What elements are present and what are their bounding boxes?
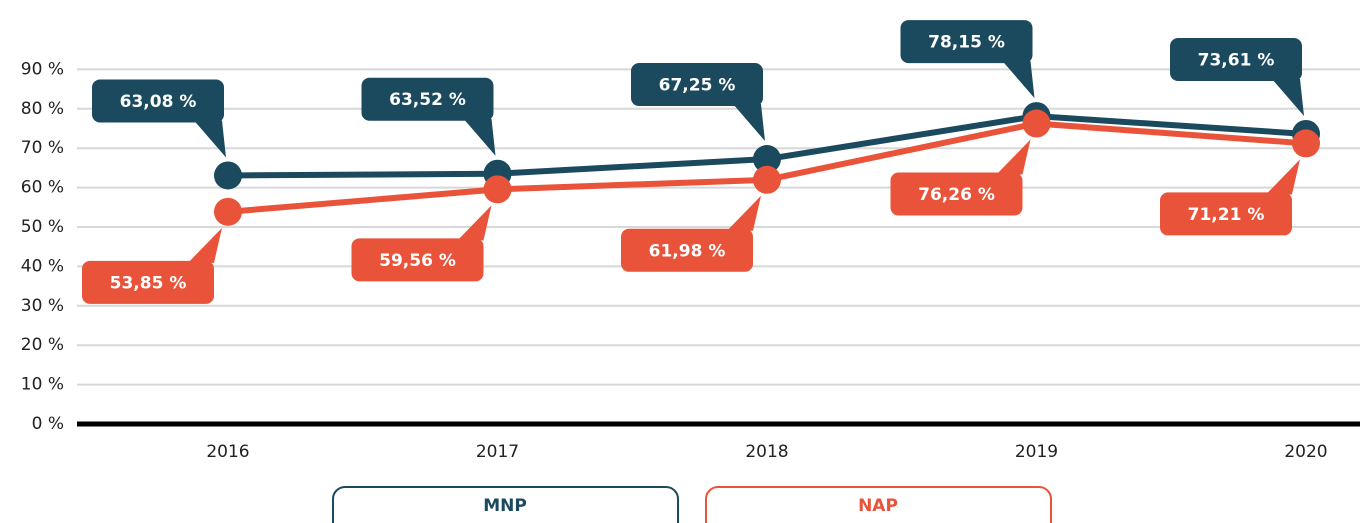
data-label: 63,52 %: [389, 90, 466, 110]
data-point: [753, 145, 781, 174]
data-label: 63,08 %: [120, 92, 197, 112]
data-label: 53,85 %: [110, 273, 187, 293]
callout: 76,26 %: [890, 139, 1031, 216]
y-tick-label: 30 %: [21, 296, 64, 316]
callout: 63,52 %: [361, 77, 496, 156]
callout-tail: [188, 227, 222, 263]
callout-box: [92, 79, 224, 123]
callout-tail: [996, 139, 1031, 175]
data-label: 76,26 %: [918, 185, 995, 205]
callout-box: [1170, 37, 1302, 81]
callout-tail: [194, 120, 226, 158]
callout-tail: [463, 118, 496, 156]
data-label: 59,56 %: [379, 251, 456, 271]
callout-box: [890, 172, 1023, 216]
callout-box: [621, 228, 753, 272]
data-point: [753, 165, 781, 194]
y-tick-label: 20 %: [21, 335, 64, 355]
y-tick-label: 0 %: [32, 414, 64, 434]
x-tick-label: 2016: [206, 442, 249, 462]
y-tick-label: 10 %: [21, 375, 64, 395]
y-tick-label: 80 %: [21, 99, 64, 119]
callout-box: [82, 260, 214, 304]
callout: 67,25 %: [631, 63, 765, 142]
callout-box: [631, 63, 763, 107]
legend-label: MNP: [483, 496, 527, 516]
x-tick-label: 2018: [745, 442, 788, 462]
data-label: 61,98 %: [649, 241, 726, 261]
legend-box: [332, 486, 679, 523]
callout-tail: [733, 104, 765, 142]
callout-box: [361, 77, 494, 121]
callout: 53,85 %: [82, 227, 222, 304]
data-label: 71,21 %: [1188, 205, 1265, 225]
y-tick-label: 70 %: [21, 138, 64, 158]
data-point: [1292, 129, 1320, 158]
callout-tail: [1266, 159, 1300, 195]
y-tick-label: 60 %: [21, 178, 64, 198]
callout: 71,21 %: [1160, 159, 1300, 236]
data-label: 73,61 %: [1198, 50, 1275, 70]
callout-tail: [727, 195, 761, 231]
y-tick-label: 40 %: [21, 256, 64, 276]
callout-box: [900, 20, 1033, 64]
callout-box: [351, 238, 484, 282]
data-point: [214, 161, 242, 190]
callout-tail: [1002, 61, 1035, 99]
data-point: [483, 175, 512, 204]
callout-tail: [1272, 78, 1304, 116]
legend-label: NAP: [858, 496, 898, 516]
y-tick-label: 90 %: [21, 59, 64, 79]
callout-box: [1160, 192, 1292, 236]
callout-tail: [457, 205, 492, 241]
x-tick-label: 2020: [1284, 442, 1327, 462]
callout: 61,98 %: [621, 195, 761, 272]
y-tick-label: 50 %: [21, 217, 64, 237]
x-tick-label: 2019: [1015, 442, 1058, 462]
callout: 63,08 %: [92, 79, 226, 158]
callout: 73,61 %: [1170, 37, 1304, 116]
x-tick-label: 2017: [476, 442, 519, 462]
data-label: 78,15 %: [928, 33, 1005, 53]
callout: 59,56 %: [351, 205, 492, 282]
data-point: [214, 197, 242, 226]
data-label: 67,25 %: [659, 76, 736, 96]
data-point: [1022, 109, 1051, 138]
callout: 78,15 %: [900, 20, 1035, 99]
legend-box: [705, 486, 1052, 523]
